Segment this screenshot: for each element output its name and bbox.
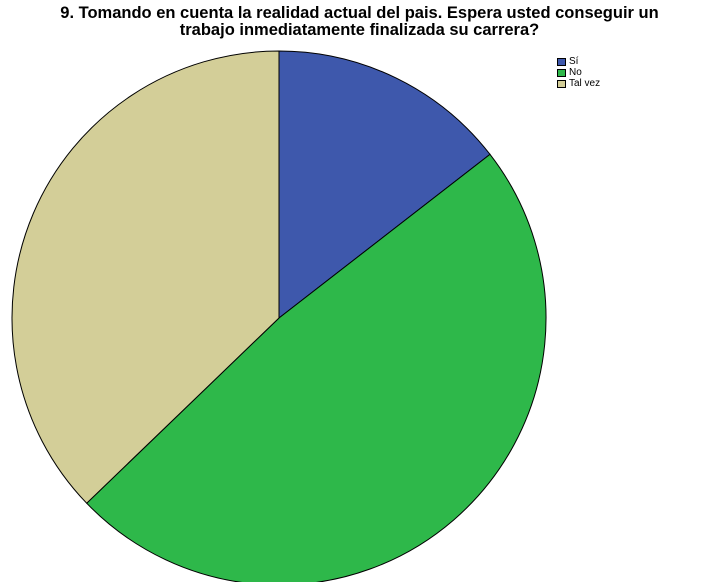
chart-title: 9. Tomando en cuenta la realidad actual … <box>0 5 719 39</box>
pie-slice-no <box>85 153 547 582</box>
pie-slice-si <box>278 50 491 320</box>
legend-swatch-no <box>557 69 566 77</box>
pie-slice-tal-vez <box>11 50 280 504</box>
legend-item-tal-vez: Tal vez <box>557 79 600 89</box>
chart-title-line-1: 9. Tomando en cuenta la realidad actual … <box>60 4 659 22</box>
legend-item-no: No <box>557 68 600 78</box>
legend-label-no: No <box>569 67 582 78</box>
legend-item-si: Sí <box>557 57 600 67</box>
legend: Sí No Tal vez <box>557 57 600 90</box>
legend-swatch-si <box>557 58 566 66</box>
pie-slices <box>11 50 547 582</box>
legend-swatch-tal-vez <box>557 80 566 88</box>
legend-label-si: Sí <box>569 56 579 67</box>
chart-title-line-2: trabajo inmediatamente finalizada su car… <box>179 21 540 39</box>
legend-label-tal-vez: Tal vez <box>569 78 601 89</box>
